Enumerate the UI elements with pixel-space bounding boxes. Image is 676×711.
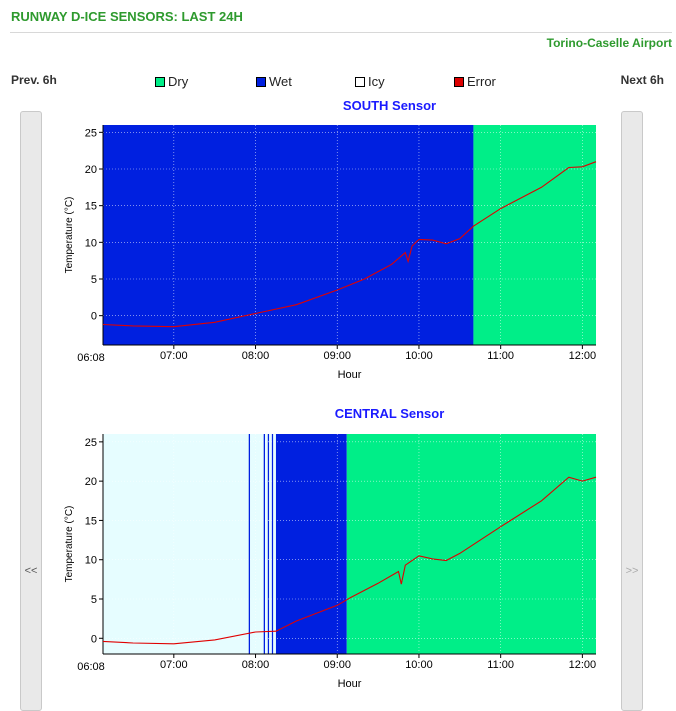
y-tick-label: 10 <box>85 237 97 249</box>
x-tick-label: 09:00 <box>323 659 351 671</box>
y-axis-label: Temperature (°C) <box>64 197 75 274</box>
state-band-wet <box>275 434 347 654</box>
next-arrow-button[interactable]: >> <box>621 111 643 711</box>
legend-swatch-dry <box>155 76 165 87</box>
y-tick-label: 15 <box>85 515 97 527</box>
legend-item-dry: Dry <box>155 74 188 89</box>
next-6h-link[interactable]: Next 6h <box>620 73 664 87</box>
state-band-dry <box>346 434 596 654</box>
x-tick-label: 08:00 <box>242 350 270 362</box>
legend-label-dry: Dry <box>168 74 189 89</box>
legend-swatch-icy <box>355 76 365 87</box>
x-tick-label: 11:00 <box>487 659 514 671</box>
state-band-dry <box>473 125 596 345</box>
x-tick-label: 08:00 <box>242 659 270 671</box>
legend-item-icy: Icy <box>355 74 385 89</box>
state-band-icy <box>265 434 268 654</box>
prev-6h-link[interactable]: Prev. 6h <box>11 73 57 87</box>
y-tick-label: 0 <box>91 633 97 645</box>
x-tick-label: 10:00 <box>405 659 433 671</box>
page-title: RUNWAY D-ICE SENSORS: LAST 24H <box>11 9 243 24</box>
x-start-label: 06:08 <box>77 352 105 364</box>
state-band-wet <box>271 434 274 654</box>
state-band-wet <box>263 434 266 654</box>
x-tick-label: 12:00 <box>569 350 597 362</box>
south-sensor-chart: SOUTH Sensor 0 5 10 15 20 25 06:08 07:00 08:00 09:… <box>64 98 597 381</box>
y-tick-label: 5 <box>91 594 97 606</box>
y-tick-label: 15 <box>85 201 97 213</box>
prev-arrow-button[interactable]: << <box>20 111 42 711</box>
header-divider <box>10 32 672 33</box>
legend-item-wet: Wet <box>256 74 292 89</box>
state-band-icy <box>250 434 264 654</box>
y-tick-label: 20 <box>85 476 97 488</box>
y-tick-label: 10 <box>85 555 97 567</box>
y-tick-label: 20 <box>85 164 97 176</box>
x-tick-label: 10:00 <box>405 350 433 362</box>
temperature-series-line <box>102 161 597 328</box>
chart-title: SOUTH Sensor <box>343 98 436 113</box>
x-tick-label: 11:00 <box>487 350 514 362</box>
temperature-series-line <box>102 476 597 645</box>
chart-title: CENTRAL Sensor <box>335 406 445 421</box>
y-tick-label: 0 <box>91 311 97 323</box>
state-band-wet <box>267 434 270 654</box>
y-tick-label: 25 <box>85 437 97 449</box>
x-tick-label: 12:00 <box>569 659 597 671</box>
x-axis-label: Hour <box>338 678 362 690</box>
state-band-icy <box>269 434 272 654</box>
state-band-icy <box>103 434 249 654</box>
x-axis-label: Hour <box>338 369 362 381</box>
y-axis-label: Temperature (°C) <box>64 506 75 583</box>
x-tick-label: 07:00 <box>160 350 188 362</box>
prev-arrow-label: << <box>24 565 38 577</box>
state-band-wet <box>103 125 474 345</box>
legend-swatch-error <box>454 76 464 87</box>
x-start-label: 06:08 <box>77 661 105 673</box>
legend-label-icy: Icy <box>368 74 385 89</box>
state-band-wet <box>248 434 251 654</box>
state-band-icy <box>273 434 276 654</box>
legend-label-wet: Wet <box>269 74 292 89</box>
legend-label-error: Error <box>467 74 496 89</box>
next-arrow-label: >> <box>625 565 639 577</box>
airport-name: Torino-Caselle Airport <box>546 36 672 50</box>
legend-swatch-wet <box>256 76 266 87</box>
y-tick-label: 5 <box>91 274 97 286</box>
central-sensor-chart: CENTRAL Sensor 0 5 10 15 20 25 06:08 07:00 08:00 0… <box>64 406 597 690</box>
x-tick-label: 09:00 <box>323 350 351 362</box>
y-tick-label: 25 <box>85 127 97 139</box>
legend-item-error: Error <box>454 74 496 89</box>
x-tick-label: 07:00 <box>160 659 188 671</box>
